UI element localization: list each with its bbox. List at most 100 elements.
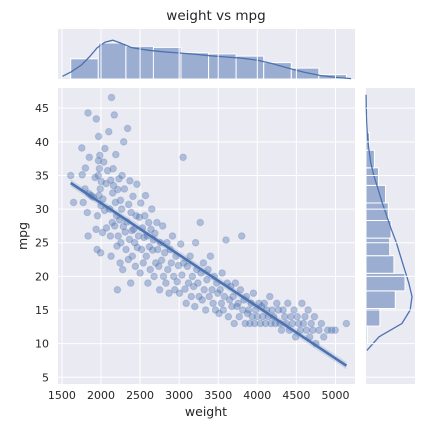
scatter-point xyxy=(228,302,236,311)
scatter-point xyxy=(234,299,242,308)
scatter-point xyxy=(199,259,208,267)
scatter-point xyxy=(230,319,238,328)
scatter-point xyxy=(122,245,130,254)
y-tick-label: 5 xyxy=(42,371,49,384)
scatter-point xyxy=(291,333,300,341)
scatter-point xyxy=(327,326,336,335)
scatter-point xyxy=(267,319,275,328)
scatter-point xyxy=(178,271,186,279)
scatter-point xyxy=(191,302,199,311)
scatter-point xyxy=(116,196,125,205)
scatter-point xyxy=(153,218,161,227)
scatter-point xyxy=(120,185,129,193)
scatter-point xyxy=(310,312,319,321)
x-axis-label: weight xyxy=(185,404,227,419)
scatter-point xyxy=(342,319,351,328)
scatter-point xyxy=(81,164,90,172)
scatter-point xyxy=(119,138,128,146)
scatter-point xyxy=(124,255,133,264)
scatter-point xyxy=(167,259,176,267)
scatter-point xyxy=(200,286,208,294)
scatter-point xyxy=(126,177,134,185)
y-histogram-bar xyxy=(365,220,392,239)
scatter-point xyxy=(317,319,326,328)
y-axis-label: mpg xyxy=(15,222,30,250)
scatter-point xyxy=(315,326,323,335)
scatter-point xyxy=(96,185,104,193)
scatter-plot-area xyxy=(58,29,415,384)
y-tick-label: 45 xyxy=(35,102,49,115)
scatter-point xyxy=(244,306,253,314)
scatter-point xyxy=(301,312,309,321)
scatter-point xyxy=(237,232,246,240)
x-tick-label: 4000 xyxy=(243,389,271,402)
scatter-point xyxy=(125,235,134,244)
scatter-point xyxy=(84,109,92,117)
scatter-point xyxy=(100,206,109,215)
scatter-point xyxy=(307,319,316,328)
scatter-point xyxy=(280,312,289,321)
scatter-point xyxy=(85,153,94,162)
scatter-point xyxy=(127,208,135,217)
scatter-point xyxy=(94,132,103,141)
y-tick-label: 10 xyxy=(35,338,49,351)
scatter-point xyxy=(298,299,306,308)
x-tick-label: 2500 xyxy=(126,389,154,402)
scatter-point xyxy=(191,238,200,247)
scatter-point xyxy=(182,299,190,308)
y-tick-label: 35 xyxy=(35,169,49,182)
scatter-point xyxy=(98,228,107,237)
scatter-point xyxy=(236,286,245,294)
scatter-point xyxy=(117,238,125,247)
scatter-point xyxy=(135,213,144,221)
scatter-point xyxy=(287,312,295,321)
scatter-point xyxy=(194,279,202,287)
scatter-point xyxy=(220,292,229,301)
scatter-point xyxy=(118,265,127,274)
y-histogram-bar xyxy=(365,255,395,274)
scatter-point xyxy=(118,171,126,180)
scatter-point xyxy=(233,302,241,311)
scatter-point xyxy=(131,262,140,271)
scatter-point xyxy=(246,319,254,328)
scatter-point xyxy=(106,232,115,240)
scatter-point xyxy=(277,326,286,335)
scatter-point xyxy=(102,224,111,232)
scatter-point xyxy=(148,205,156,213)
scatter-point xyxy=(171,286,179,294)
scatter-point xyxy=(159,272,168,281)
scatter-point xyxy=(128,226,136,235)
scatter-point xyxy=(155,262,163,271)
scatter-point xyxy=(319,333,328,341)
x-histogram-bar xyxy=(180,52,210,80)
scatter-point xyxy=(137,199,145,207)
scatter-point xyxy=(99,195,107,203)
scatter-point xyxy=(108,218,117,227)
scatter-point xyxy=(271,319,280,328)
scatter-point xyxy=(296,326,305,335)
scatter-point xyxy=(99,158,108,166)
scatter-point xyxy=(229,292,237,301)
scatter-point xyxy=(94,156,103,165)
scatter-point xyxy=(116,259,124,267)
scatter-point xyxy=(78,171,86,179)
scatter-point xyxy=(231,279,240,287)
scatter-point xyxy=(123,124,132,133)
scatter-point xyxy=(266,292,274,301)
y-tick-label: 25 xyxy=(35,237,49,250)
scatter-point xyxy=(102,179,110,188)
scatter-point xyxy=(294,319,303,328)
scatter-point xyxy=(95,191,103,200)
scatter-point xyxy=(261,319,270,328)
scatter-point xyxy=(274,306,283,314)
scatter-point xyxy=(249,289,258,298)
scatter-point xyxy=(273,299,281,308)
x-tick-label: 2000 xyxy=(87,389,115,402)
scatter-point xyxy=(133,180,141,188)
x-histogram-bar xyxy=(97,42,127,80)
scatter-point xyxy=(150,272,158,281)
scatter-point xyxy=(110,222,119,230)
scatter-point xyxy=(103,166,112,175)
x-tick-labels: 1500 2000 2500 3000 3500 4000 4500 5000 xyxy=(48,389,350,402)
